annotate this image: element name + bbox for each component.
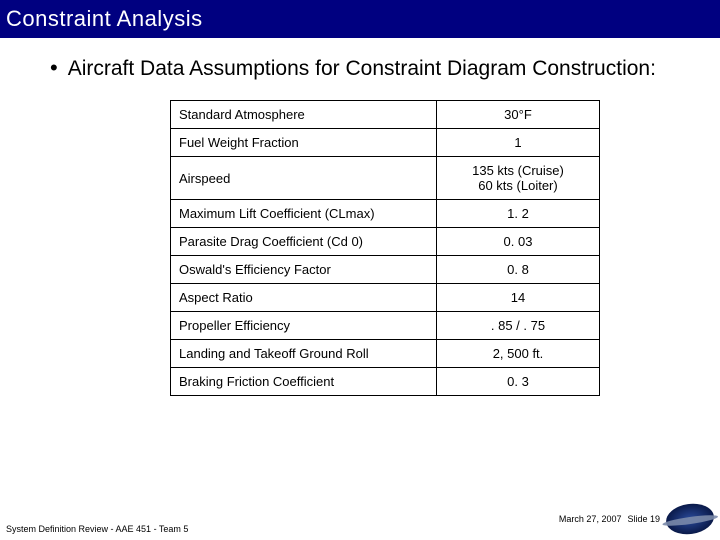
table-cell-label: Aspect Ratio (171, 284, 437, 312)
table-row: Standard Atmosphere30°F (171, 101, 600, 129)
content-area: • Aircraft Data Assumptions for Constrai… (0, 38, 720, 396)
table-cell-label: Landing and Takeoff Ground Roll (171, 340, 437, 368)
table-cell-label: Oswald's Efficiency Factor (171, 256, 437, 284)
footer-right: March 27, 2007 Slide 19 (559, 504, 714, 534)
table-cell-value: 0. 03 (436, 228, 599, 256)
table-cell-value: 14 (436, 284, 599, 312)
title-bar: Constraint Analysis (0, 0, 720, 38)
table-cell-value: . 85 / . 75 (436, 312, 599, 340)
table-row: Fuel Weight Fraction1 (171, 129, 600, 157)
table-cell-value: 1 (436, 129, 599, 157)
bullet-text: Aircraft Data Assumptions for Constraint… (68, 56, 690, 82)
table-cell-value: 0. 3 (436, 368, 599, 396)
table-row: Landing and Takeoff Ground Roll2, 500 ft… (171, 340, 600, 368)
table-row: Braking Friction Coefficient0. 3 (171, 368, 600, 396)
table-cell-value: 135 kts (Cruise) 60 kts (Loiter) (436, 157, 599, 200)
table-row: Maximum Lift Coefficient (CLmax)1. 2 (171, 200, 600, 228)
table-cell-label: Airspeed (171, 157, 437, 200)
table-cell-value: 1. 2 (436, 200, 599, 228)
bullet-icon: • (50, 56, 58, 80)
assumptions-table-wrap: Standard Atmosphere30°FFuel Weight Fract… (170, 100, 690, 396)
assumptions-table: Standard Atmosphere30°FFuel Weight Fract… (170, 100, 600, 396)
assumptions-tbody: Standard Atmosphere30°FFuel Weight Fract… (171, 101, 600, 396)
table-cell-value: 2, 500 ft. (436, 340, 599, 368)
table-row: Oswald's Efficiency Factor0. 8 (171, 256, 600, 284)
table-cell-label: Braking Friction Coefficient (171, 368, 437, 396)
logo-icon (664, 501, 716, 537)
footer-left: System Definition Review - AAE 451 - Tea… (6, 524, 188, 534)
table-row: Aspect Ratio14 (171, 284, 600, 312)
table-row: Parasite Drag Coefficient (Cd 0)0. 03 (171, 228, 600, 256)
slide-title: Constraint Analysis (6, 6, 203, 31)
table-cell-label: Standard Atmosphere (171, 101, 437, 129)
table-row: Airspeed135 kts (Cruise) 60 kts (Loiter) (171, 157, 600, 200)
table-cell-value: 0. 8 (436, 256, 599, 284)
table-cell-label: Propeller Efficiency (171, 312, 437, 340)
bullet-row: • Aircraft Data Assumptions for Constrai… (50, 56, 690, 82)
table-row: Propeller Efficiency. 85 / . 75 (171, 312, 600, 340)
footer: System Definition Review - AAE 451 - Tea… (6, 504, 714, 534)
footer-date: March 27, 2007 (559, 514, 622, 524)
footer-slide-number: Slide 19 (627, 514, 660, 524)
table-cell-value: 30°F (436, 101, 599, 129)
table-cell-label: Fuel Weight Fraction (171, 129, 437, 157)
table-cell-label: Parasite Drag Coefficient (Cd 0) (171, 228, 437, 256)
table-cell-label: Maximum Lift Coefficient (CLmax) (171, 200, 437, 228)
slide: Constraint Analysis • Aircraft Data Assu… (0, 0, 720, 540)
